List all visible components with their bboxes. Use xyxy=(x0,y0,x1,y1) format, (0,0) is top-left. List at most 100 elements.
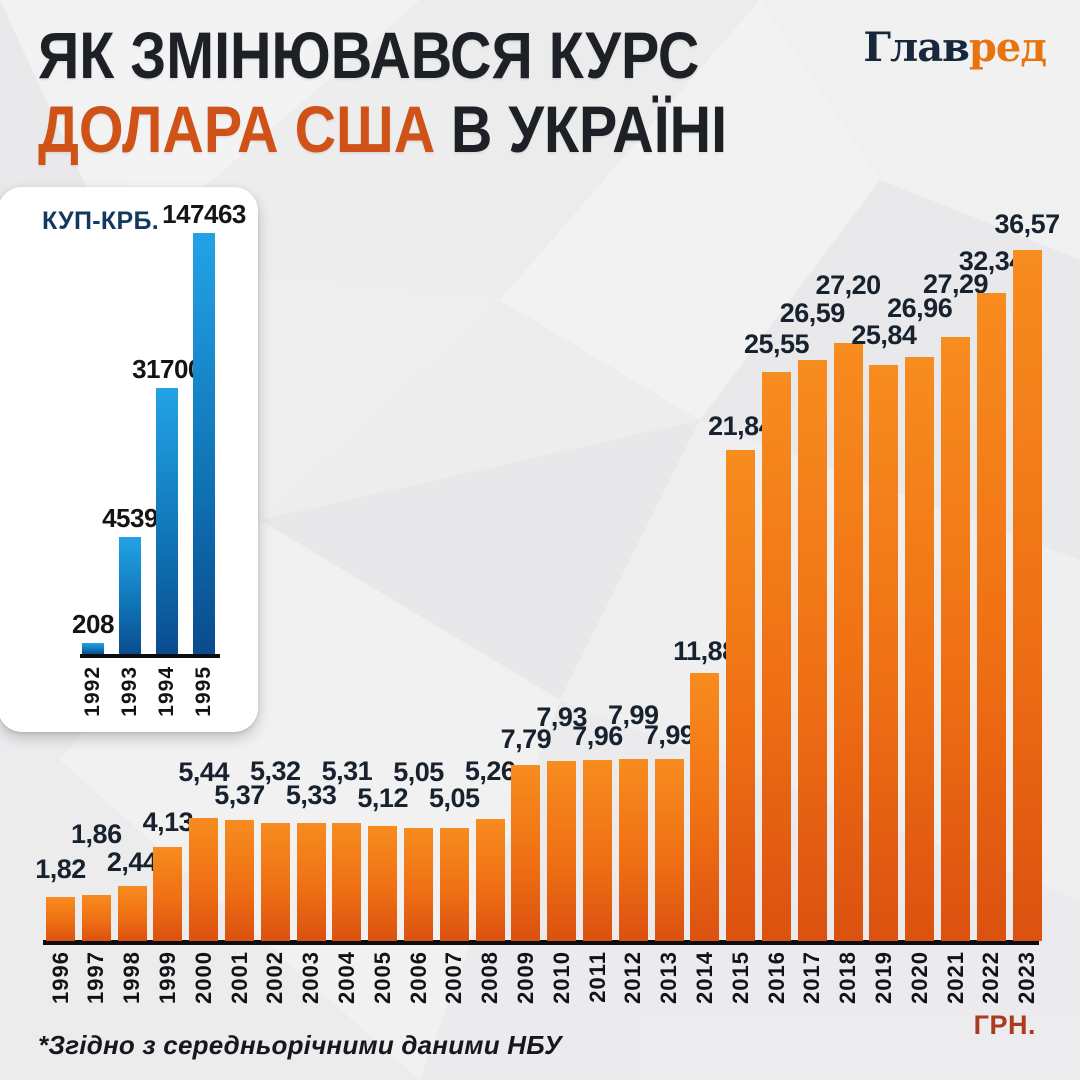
bar-2010 xyxy=(547,761,577,941)
title-line1: ЯК ЗМІНЮВАВСЯ КУРС xyxy=(38,18,700,92)
value-label-2017: 26,59 xyxy=(779,298,846,328)
year-label-2001: 2001 xyxy=(226,951,252,1004)
year-label-2013: 2013 xyxy=(656,951,682,1004)
value-label-2002: 5,32 xyxy=(250,756,301,786)
bar-2015 xyxy=(726,450,756,941)
year-label-2019: 2019 xyxy=(870,951,896,1004)
usd-chart-plot: 1,82 1996 1,86 1997 2,44 1998 4,13 1999 5,44 2000… xyxy=(35,161,1060,1004)
value-label-2004: 5,31 xyxy=(321,756,373,786)
year-label-2020: 2020 xyxy=(906,951,932,1004)
year-label-1996: 1996 xyxy=(47,951,73,1004)
value-label-2016: 25,55 xyxy=(743,329,810,359)
bar-2018 xyxy=(833,343,863,941)
bar-2022 xyxy=(976,293,1006,941)
value-label-2005: 5,12 xyxy=(357,783,408,813)
bar-2008 xyxy=(475,819,505,941)
value-label-2012: 7,99 xyxy=(608,700,659,730)
bar-1999 xyxy=(153,847,183,941)
usd-chart-axis xyxy=(43,940,1039,945)
coupon-chart-plot: 208 1992 4539 1993 31700 1994 147463 1995 xyxy=(0,187,258,732)
year-label-2016: 2016 xyxy=(763,951,789,1004)
title-line2-orange: ДОЛАРА США xyxy=(38,92,436,166)
bar-2007 xyxy=(439,828,469,941)
year-label-2011: 2011 xyxy=(584,951,610,1003)
value-label-1992: 208 xyxy=(72,609,114,639)
year-label-2022: 2022 xyxy=(978,951,1004,1004)
bar-2005 xyxy=(368,826,398,941)
bar-1997 xyxy=(81,895,111,941)
value-label-1995: 147463 xyxy=(162,199,246,229)
year-label-2018: 2018 xyxy=(835,951,861,1004)
bar-2021 xyxy=(941,337,970,941)
value-label-2003: 5,33 xyxy=(285,780,337,810)
bar-2011 xyxy=(583,760,612,941)
bar-2016 xyxy=(762,372,791,941)
title-line2-rest: В УКРАЇНІ xyxy=(450,92,728,166)
value-label-1996: 1,82 xyxy=(35,854,86,884)
year-label-2010: 2010 xyxy=(548,951,574,1004)
value-label-2000: 5,44 xyxy=(178,757,229,787)
title-line2: ДОЛАРА США В УКРАЇНІ xyxy=(38,92,727,166)
value-label-1993: 4539 xyxy=(102,503,158,533)
value-label-2007: 5,05 xyxy=(429,783,480,813)
bar-2012 xyxy=(618,759,648,941)
value-label-1997: 1,86 xyxy=(71,819,122,849)
year-label-2002: 2002 xyxy=(262,951,288,1004)
value-label-2019: 25,84 xyxy=(851,320,917,350)
bar-1996 xyxy=(46,897,75,941)
bar-2001 xyxy=(225,820,254,941)
bar-2009 xyxy=(511,765,541,941)
bar-2023 xyxy=(1012,250,1042,941)
year-label-2006: 2006 xyxy=(405,951,431,1004)
year-label-2012: 2012 xyxy=(620,951,646,1004)
value-label-1994: 31700 xyxy=(132,354,202,384)
bar-2019 xyxy=(869,365,899,941)
brand-logo: Главред xyxy=(863,24,1047,71)
year-label-2014: 2014 xyxy=(691,951,717,1004)
coupon-chart-card: КУП-КРБ. 208 1992 4539 1993 31700 1994 147463 1… xyxy=(0,187,258,732)
year-label-2007: 2007 xyxy=(441,951,467,1004)
bar-2017 xyxy=(797,360,827,941)
year-label-2003: 2003 xyxy=(298,951,324,1004)
value-label-2001: 5,37 xyxy=(214,780,265,810)
value-label-2013: 7,99 xyxy=(643,720,695,750)
value-label-2009: 7,79 xyxy=(500,724,552,754)
value-label-1998: 2,44 xyxy=(106,847,158,877)
value-label-1999: 4,13 xyxy=(142,807,194,837)
bar-2014 xyxy=(690,673,720,941)
bar-2020 xyxy=(905,357,935,941)
year-label-2023: 2023 xyxy=(1014,951,1040,1004)
year-label-1998: 1998 xyxy=(119,951,145,1004)
year-label-2017: 2017 xyxy=(799,951,825,1004)
value-label-2010: 7,93 xyxy=(536,702,587,732)
value-label-2018: 27,20 xyxy=(815,270,882,300)
bar-1995 xyxy=(193,233,215,654)
year-label-2015: 2015 xyxy=(727,951,753,1004)
year-label-2009: 2009 xyxy=(512,951,538,1004)
year-label-1999: 1999 xyxy=(154,951,180,1004)
coupon-chart-axis xyxy=(80,654,220,658)
title-block: ЯК ЗМІНЮВАВСЯ КУРС ДОЛАРА США В УКРАЇНІ xyxy=(38,18,830,166)
source-note: *Згідно з середньорічними даними НБУ xyxy=(38,1030,562,1060)
currency-unit-label: ГРН. xyxy=(973,1010,1036,1040)
year-label-2008: 2008 xyxy=(477,951,503,1004)
year-label-2004: 2004 xyxy=(333,951,359,1004)
bar-2002 xyxy=(260,823,290,941)
bar-1993 xyxy=(119,537,141,654)
value-label-2023: 36,57 xyxy=(994,209,1061,239)
coupon-chart-title: КУП-КРБ. xyxy=(42,207,159,235)
year-label-1997: 1997 xyxy=(83,951,109,1004)
brand-logo-part2: ред xyxy=(968,24,1047,71)
bar-2003 xyxy=(296,823,326,941)
value-label-2008: 5,26 xyxy=(464,756,516,786)
brand-logo-part1: Глав xyxy=(863,24,970,71)
bar-1998 xyxy=(117,886,147,941)
bar-1992 xyxy=(82,643,104,654)
year-label-2000: 2000 xyxy=(190,951,216,1004)
value-label-2011: 7,96 xyxy=(572,721,623,751)
bar-2013 xyxy=(654,759,684,941)
bar-2006 xyxy=(404,828,433,941)
year-label-2005: 2005 xyxy=(369,951,395,1004)
bar-2000 xyxy=(189,818,219,941)
